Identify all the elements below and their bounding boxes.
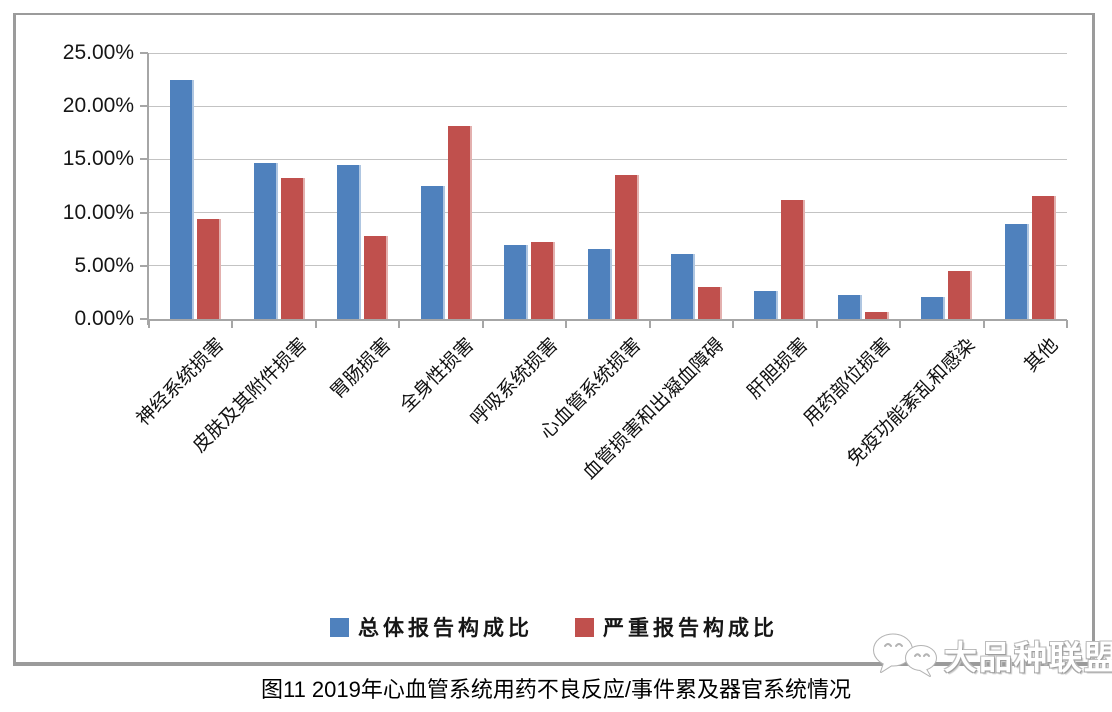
chart-caption: 图11 2019年心血管系统用药不良反应/事件累及器官系统情况 <box>260 677 851 702</box>
x-axis-tick <box>231 320 234 328</box>
gridline <box>149 212 1067 214</box>
bar-total-4 <box>504 244 529 319</box>
x-axis-tick <box>565 320 568 328</box>
bar-total-2 <box>337 164 362 319</box>
y-axis-tick-label: 5.00% <box>74 253 134 277</box>
x-axis-tick <box>648 320 651 328</box>
x-axis-tick <box>148 320 150 328</box>
bar-total-1 <box>253 162 278 319</box>
x-axis-tick <box>732 320 735 328</box>
bar-serious-9 <box>948 271 973 319</box>
x-axis-tick <box>815 320 818 328</box>
x-axis-label: 肝胆损害 <box>743 334 813 404</box>
gridline <box>149 52 1067 54</box>
x-axis-tick <box>314 320 317 328</box>
bar-total-3 <box>420 186 445 319</box>
legend-label: 总体报告构成比 <box>358 617 533 640</box>
chart-frame: 0.00% 5.00% 10.00% 15.00% 20.00% 25.00% 神经系统损害… <box>13 13 1095 666</box>
bar-total-5 <box>587 248 612 319</box>
gridline <box>149 158 1067 160</box>
y-axis-tick <box>140 318 148 320</box>
watermark: 大品种联盟 <box>868 630 1112 680</box>
y-axis-tick-label: 20.00% <box>62 94 134 118</box>
bar-serious-10 <box>1031 195 1056 319</box>
x-axis-tick <box>398 320 401 328</box>
watermark-text: 大品种联盟 <box>944 639 1112 676</box>
y-axis-tick <box>140 264 148 267</box>
bar-serious-3 <box>447 126 472 319</box>
y-axis-tick <box>140 52 148 54</box>
bar-serious-0 <box>197 218 222 319</box>
y-axis-tick-label: 0.00% <box>74 307 134 330</box>
bar-serious-6 <box>697 287 722 319</box>
y-axis-tick-label: 25.00% <box>62 41 134 64</box>
gridline <box>149 105 1067 107</box>
bar-serious-4 <box>531 242 556 319</box>
bar-total-0 <box>170 79 195 319</box>
plot-area: 0.00% 5.00% 10.00% 15.00% 20.00% 25.00% 神经系统损害… <box>63 42 1068 484</box>
x-axis-label: 血管损害和出凝血障碍 <box>579 334 729 484</box>
legend-swatch <box>330 617 349 637</box>
bar-total-9 <box>921 296 946 319</box>
bar-total-10 <box>1004 224 1029 319</box>
x-axis-tick <box>899 320 902 328</box>
x-axis-line <box>147 319 1067 321</box>
x-axis-label: 其他 <box>1020 334 1063 377</box>
y-axis-tick <box>140 211 148 214</box>
y-axis-tick-label: 15.00% <box>62 147 134 171</box>
wechat-icon <box>873 633 937 677</box>
legend: 总体报告构成比 严重报告构成比 <box>16 612 1092 642</box>
x-axis-label: 全身性损害 <box>396 334 479 417</box>
bar-serious-7 <box>781 199 806 319</box>
bar-serious-2 <box>364 236 389 319</box>
bar-total-8 <box>837 294 862 319</box>
x-axis-label: 胃肠损害 <box>326 334 396 404</box>
y-axis-tick <box>140 158 148 161</box>
legend-swatch <box>575 617 594 637</box>
x-axis-tick <box>481 320 484 328</box>
y-axis-tick <box>140 105 148 108</box>
legend-item: 严重报告构成比 <box>575 612 778 642</box>
bar-serious-5 <box>614 175 639 319</box>
legend-item: 总体报告构成比 <box>330 612 533 642</box>
bar-serious-8 <box>864 311 889 319</box>
bar-total-6 <box>670 254 695 319</box>
y-axis-line <box>147 53 149 325</box>
bar-total-7 <box>754 291 779 319</box>
y-axis-tick-label: 10.00% <box>62 200 134 224</box>
x-axis-tick <box>1066 320 1068 328</box>
x-axis-tick <box>982 320 985 328</box>
legend-label: 严重报告构成比 <box>603 617 778 640</box>
bar-serious-1 <box>280 177 305 319</box>
